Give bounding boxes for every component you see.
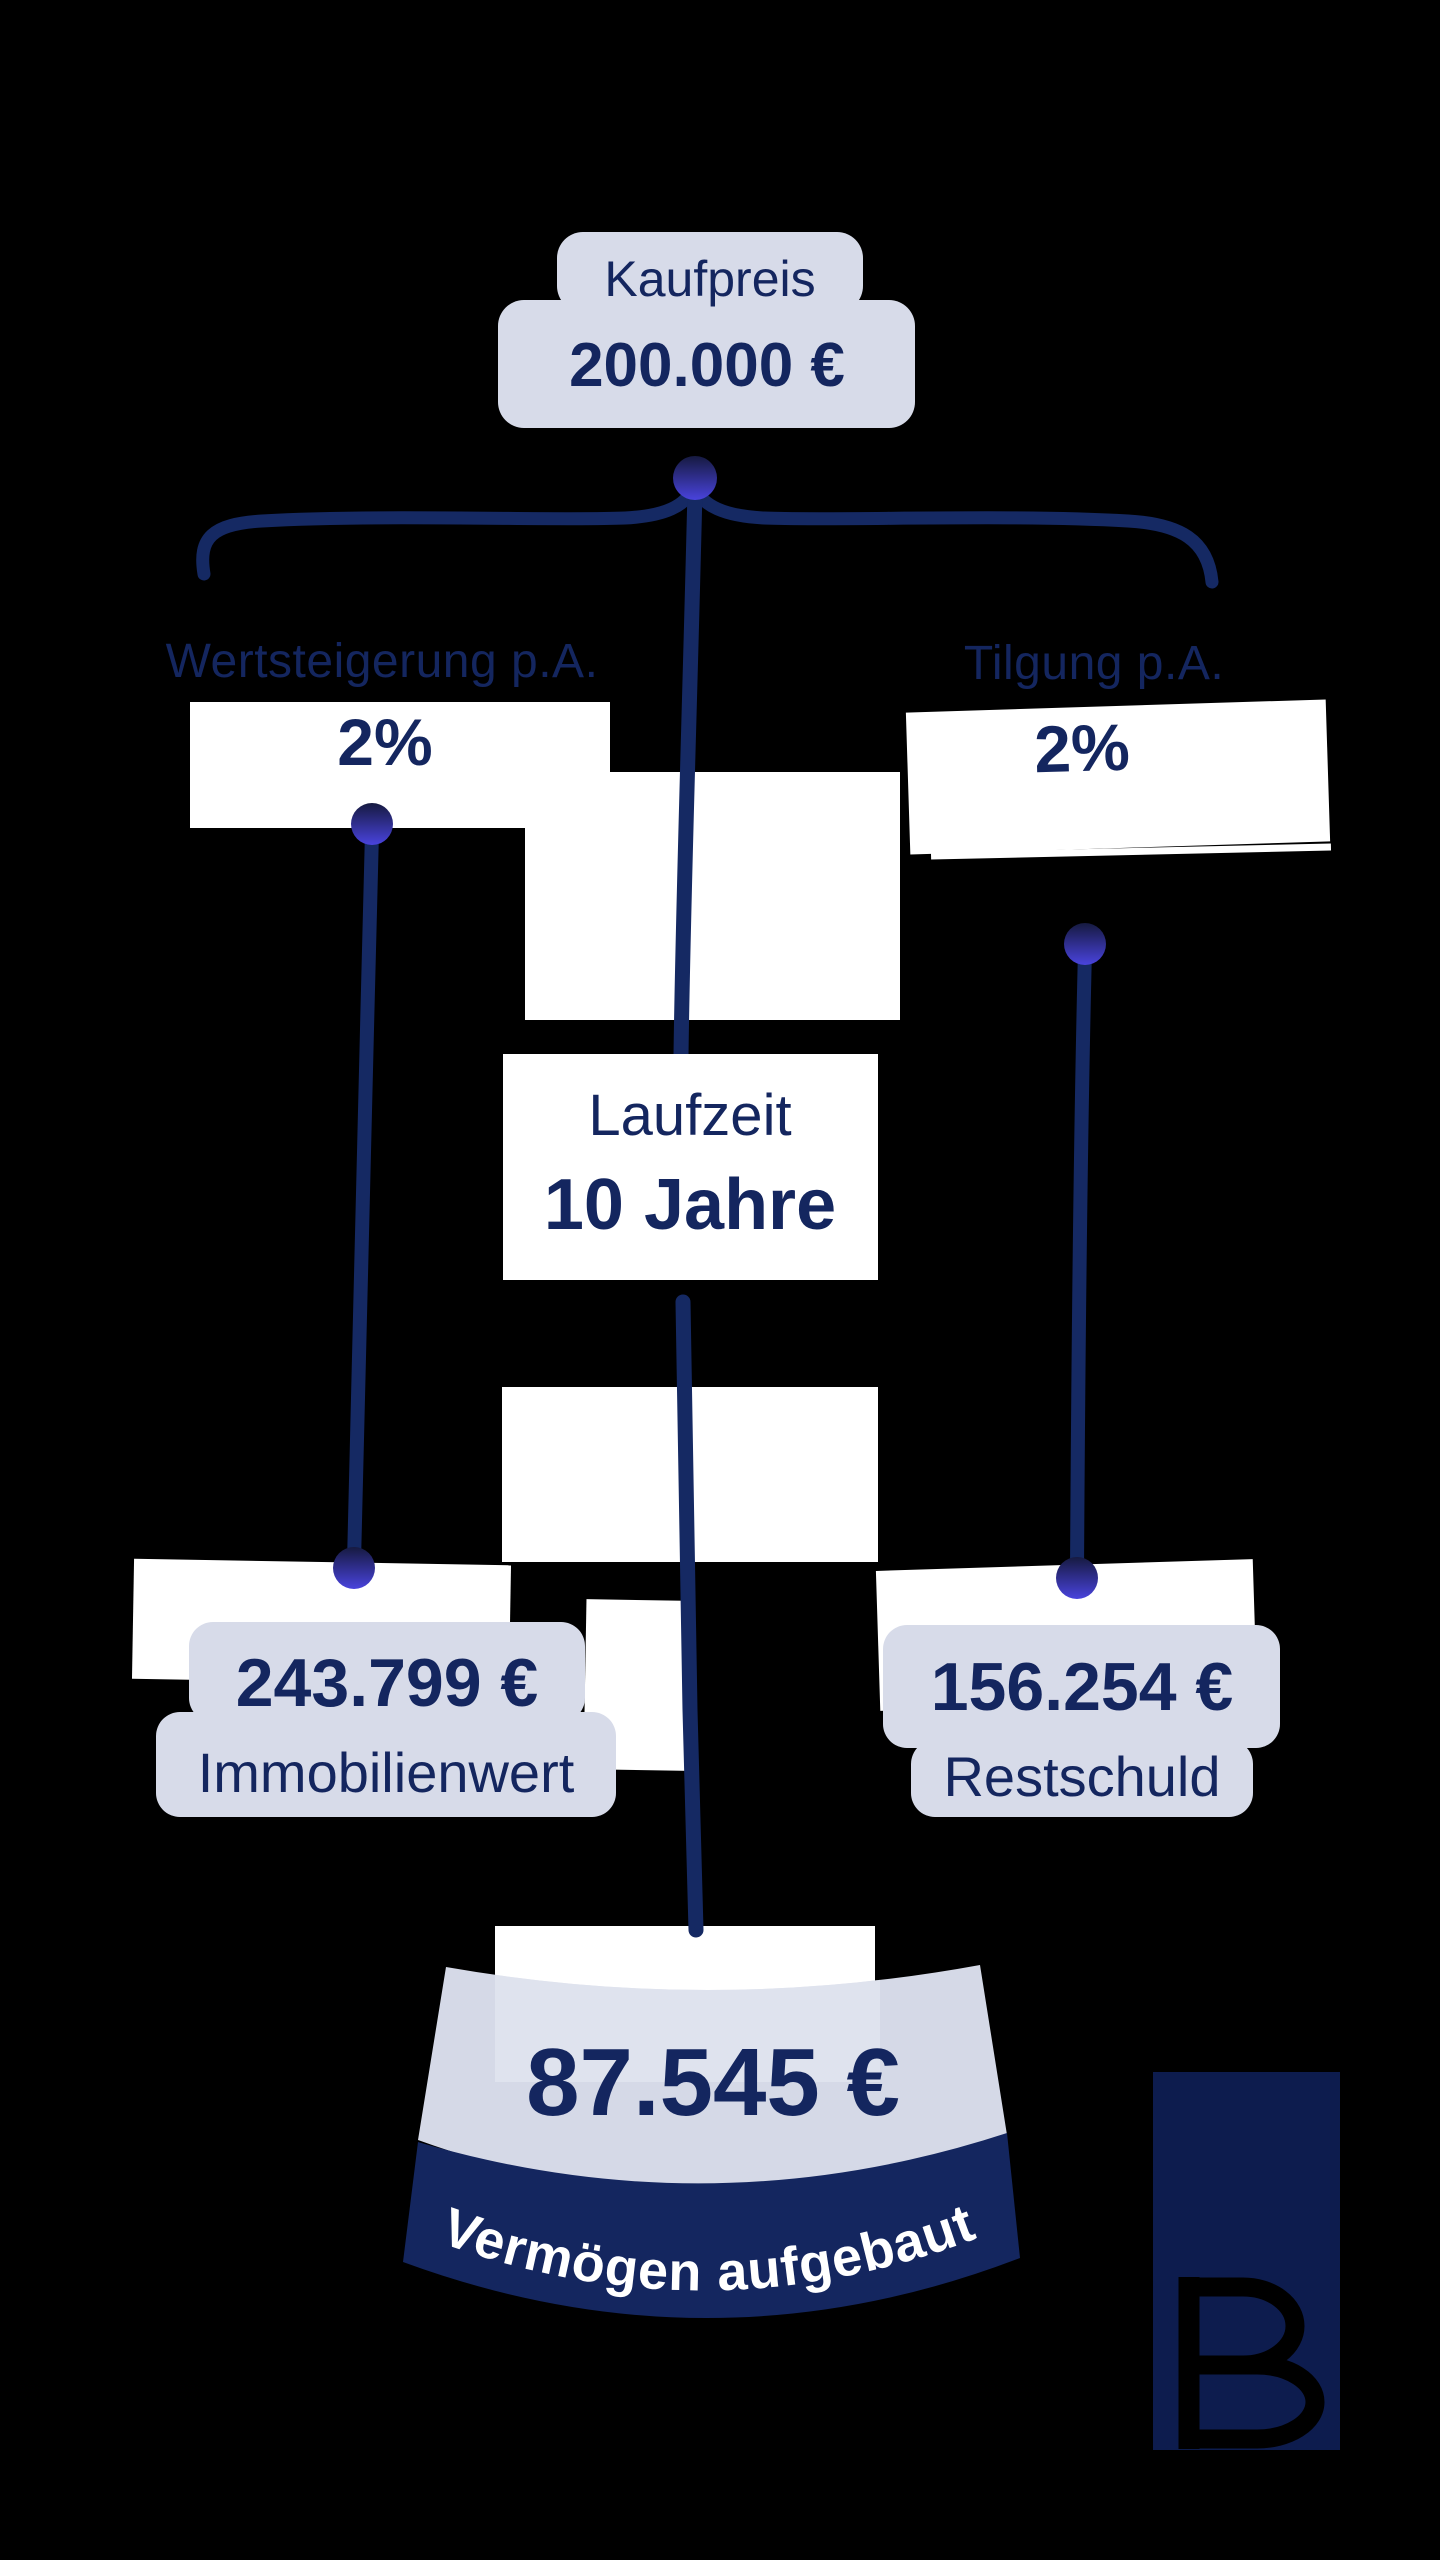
connector-line-right: [1070, 943, 1092, 1579]
banner-ribbon: [403, 2133, 1020, 2319]
node-dot-left: [351, 803, 393, 845]
kaufpreis-value: 200.000 €: [569, 331, 845, 400]
immobilienwert-card: [156, 1712, 616, 1817]
center-column-upper: [525, 772, 900, 1020]
laufzeit-card: [503, 1054, 878, 1280]
restschuld-card-top: [883, 1625, 1280, 1748]
restschuld-card: [911, 1740, 1253, 1817]
kaufpreis-label: Kaufpreis: [604, 251, 816, 307]
restschuld-value: 156.254 €: [930, 1649, 1234, 1725]
node-dot-left-result: [333, 1547, 375, 1589]
branch-brace-icon: [196, 480, 1219, 589]
tilgung-value: 2%: [1033, 709, 1131, 787]
wertsteigerung-label: Wertsteigerung p.A.: [165, 635, 599, 688]
node-dot-right-result: [1056, 1557, 1098, 1599]
laufzeit-label: Laufzeit: [588, 1083, 792, 1148]
wertsteigerung-value: 2%: [337, 705, 433, 779]
kaufpreis-card: [498, 300, 915, 428]
connector-line-left: [347, 825, 379, 1569]
immobilienwert-label: Immobilienwert: [197, 1741, 575, 1804]
immobilienwert-card-top: [189, 1622, 585, 1722]
immobilienwert-value: 243.799 €: [235, 1645, 539, 1721]
logo-letter-b-icon: [1178, 2277, 1325, 2449]
connector-line-center-lower: [675, 1294, 704, 1938]
tilgung-label: Tilgung p.A.: [963, 637, 1225, 690]
restschuld-label: Restschuld: [943, 1745, 1221, 1808]
node-dot-right: [1064, 923, 1106, 965]
kaufpreis-card-top: [557, 232, 863, 312]
node-dot-root: [673, 456, 717, 500]
vermoegen-value: 87.545 €: [526, 2029, 900, 2136]
laufzeit-value: 10 Jahre: [543, 1165, 837, 1245]
connector-line-center-upper: [673, 482, 703, 1064]
